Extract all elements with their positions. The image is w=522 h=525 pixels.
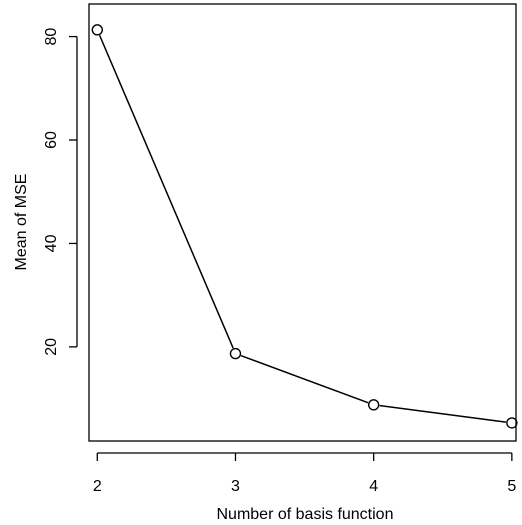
series-line-segment bbox=[240, 354, 369, 404]
data-point bbox=[91, 24, 103, 36]
x-tick-label: 2 bbox=[93, 478, 102, 495]
x-tick-label: 3 bbox=[231, 478, 240, 495]
y-tick-label: 80 bbox=[43, 28, 60, 46]
y-axis: 20 40 60 80 bbox=[43, 28, 78, 356]
x-tick-label: 5 bbox=[507, 478, 516, 495]
series-line-segment bbox=[98, 35, 234, 349]
y-tick-label: 20 bbox=[43, 338, 60, 356]
series-line-segment bbox=[379, 404, 507, 423]
x-tick-label: 4 bbox=[369, 478, 378, 495]
data-point bbox=[367, 399, 380, 411]
data-point bbox=[506, 417, 518, 429]
y-tick-label: 60 bbox=[43, 131, 60, 149]
x-axis-label: Number of basis function bbox=[217, 506, 394, 523]
y-tick-label: 40 bbox=[43, 234, 60, 252]
y-axis-label: Mean of MSE bbox=[13, 174, 30, 271]
series-layer bbox=[91, 24, 518, 429]
x-axis: 2 3 4 5 bbox=[93, 452, 516, 495]
data-point bbox=[229, 347, 242, 360]
plot-frame bbox=[88, 3, 517, 442]
